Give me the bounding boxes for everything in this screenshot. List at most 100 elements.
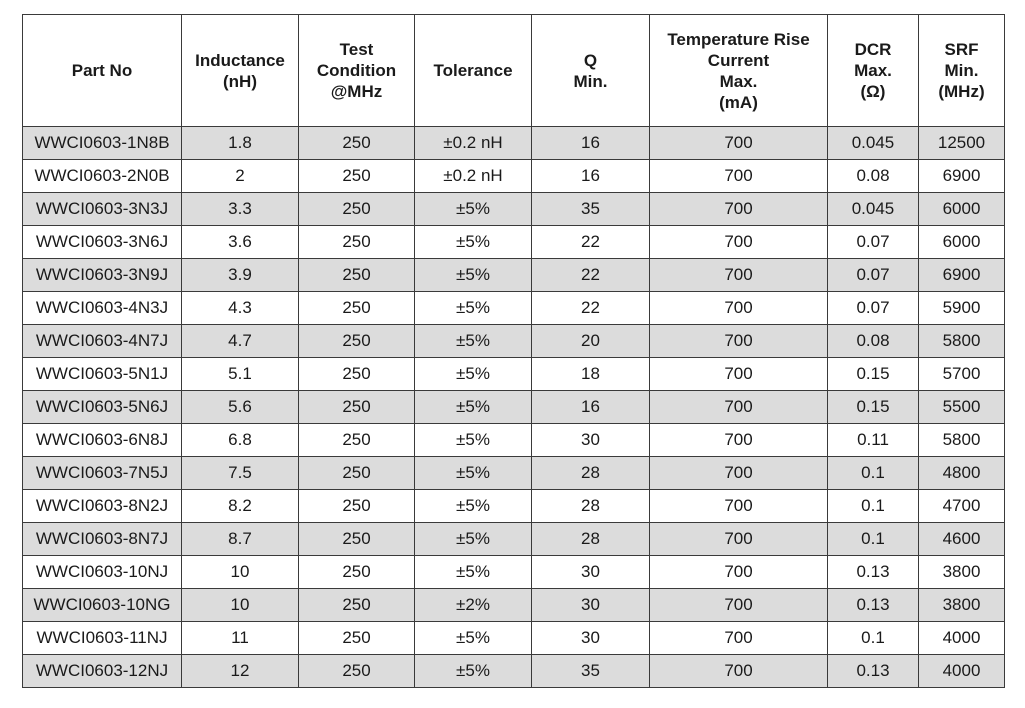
cell-test-condition: 250 <box>298 390 415 424</box>
table-row: WWCI0603-3N6J 3.6 250 ±5% 22 700 0.07 6000 <box>22 225 1005 259</box>
cell-q-min: 28 <box>531 489 650 523</box>
column-header-line: Max. <box>854 61 892 80</box>
cell-dcr-max: 0.1 <box>827 621 919 655</box>
cell-inductance: 5.1 <box>181 357 299 391</box>
column-header-line: Temperature Rise <box>667 29 810 49</box>
table-row: WWCI0603-10NJ 10 250 ±5% 30 700 0.13 3800 <box>22 555 1005 589</box>
cell-tolerance: ±2% <box>414 588 532 622</box>
cell-inductance: 8.2 <box>181 489 299 523</box>
column-header-line: Tolerance <box>433 61 513 80</box>
cell-dcr-max: 0.08 <box>827 324 919 358</box>
column-header-line: (nH) <box>223 71 257 91</box>
cell-part-no: WWCI0603-3N9J <box>22 258 182 292</box>
cell-temperature-rise-current: 700 <box>649 357 828 391</box>
table-row: WWCI0603-4N3J 4.3 250 ±5% 22 700 0.07 5900 <box>22 291 1005 325</box>
column-header-line: Q <box>583 50 598 70</box>
cell-tolerance: ±5% <box>414 423 532 457</box>
cell-dcr-max: 0.07 <box>827 225 919 259</box>
cell-dcr-max: 0.07 <box>827 291 919 325</box>
cell-inductance: 6.8 <box>181 423 299 457</box>
column-header-q-min: Q Min. <box>531 14 650 127</box>
cell-test-condition: 250 <box>298 555 415 589</box>
cell-test-condition: 250 <box>298 192 415 226</box>
cell-q-min: 18 <box>531 357 650 391</box>
table-row: WWCI0603-3N9J 3.9 250 ±5% 22 700 0.07 6900 <box>22 258 1005 292</box>
table-row: WWCI0603-3N3J 3.3 250 ±5% 35 700 0.045 6000 <box>22 192 1005 226</box>
cell-temperature-rise-current: 700 <box>649 390 828 424</box>
cell-srf-min: 5800 <box>918 324 1005 358</box>
cell-tolerance: ±5% <box>414 357 532 391</box>
cell-srf-min: 4000 <box>918 654 1005 688</box>
cell-q-min: 22 <box>531 258 650 292</box>
table-row: WWCI0603-8N7J 8.7 250 ±5% 28 700 0.1 4600 <box>22 522 1005 556</box>
cell-test-condition: 250 <box>298 258 415 292</box>
cell-tolerance: ±5% <box>414 225 532 259</box>
cell-q-min: 22 <box>531 291 650 325</box>
cell-test-condition: 250 <box>298 159 415 193</box>
cell-test-condition: 250 <box>298 423 415 457</box>
column-header-line: SRF <box>944 40 979 59</box>
cell-tolerance: ±5% <box>414 324 532 358</box>
cell-temperature-rise-current: 700 <box>649 654 828 688</box>
table-body: WWCI0603-1N8B 1.8 250 ±0.2 nH 16 700 0.045 1250… <box>22 126 1005 688</box>
cell-dcr-max: 0.1 <box>827 489 919 523</box>
cell-srf-min: 3800 <box>918 588 1005 622</box>
column-header-line: Test <box>339 40 374 59</box>
cell-inductance: 10 <box>181 555 299 589</box>
cell-part-no: WWCI0603-6N8J <box>22 423 182 457</box>
table-row: WWCI0603-11NJ 11 250 ±5% 30 700 0.1 4000 <box>22 621 1005 655</box>
cell-tolerance: ±0.2 nH <box>414 126 532 160</box>
cell-dcr-max: 0.11 <box>827 423 919 457</box>
cell-dcr-max: 0.045 <box>827 192 919 226</box>
cell-dcr-max: 0.13 <box>827 555 919 589</box>
cell-part-no: WWCI0603-7N5J <box>22 456 182 490</box>
cell-q-min: 16 <box>531 390 650 424</box>
cell-test-condition: 250 <box>298 522 415 556</box>
cell-srf-min: 5800 <box>918 423 1005 457</box>
cell-inductance: 8.7 <box>181 522 299 556</box>
cell-part-no: WWCI0603-1N8B <box>22 126 182 160</box>
cell-srf-min: 5500 <box>918 390 1005 424</box>
cell-temperature-rise-current: 700 <box>649 522 828 556</box>
cell-part-no: WWCI0603-8N7J <box>22 522 182 556</box>
cell-srf-min: 6900 <box>918 258 1005 292</box>
cell-tolerance: ±5% <box>414 291 532 325</box>
table-row: WWCI0603-10NG 10 250 ±2% 30 700 0.13 3800 <box>22 588 1005 622</box>
cell-temperature-rise-current: 700 <box>649 225 828 259</box>
cell-part-no: WWCI0603-3N3J <box>22 192 182 226</box>
cell-tolerance: ±5% <box>414 489 532 523</box>
column-header-line: DCR <box>854 40 892 59</box>
cell-temperature-rise-current: 700 <box>649 291 828 325</box>
cell-srf-min: 4600 <box>918 522 1005 556</box>
column-header-line: Current <box>707 50 770 70</box>
cell-tolerance: ±5% <box>414 192 532 226</box>
cell-inductance: 12 <box>181 654 299 688</box>
cell-srf-min: 4800 <box>918 456 1005 490</box>
cell-test-condition: 250 <box>298 489 415 523</box>
cell-srf-min: 4700 <box>918 489 1005 523</box>
cell-part-no: WWCI0603-8N2J <box>22 489 182 523</box>
cell-test-condition: 250 <box>298 588 415 622</box>
cell-dcr-max: 0.15 <box>827 390 919 424</box>
table-row: WWCI0603-7N5J 7.5 250 ±5% 28 700 0.1 4800 <box>22 456 1005 490</box>
cell-inductance: 3.9 <box>181 258 299 292</box>
cell-tolerance: ±5% <box>414 555 532 589</box>
table-row: WWCI0603-2N0B 2 250 ±0.2 nH 16 700 0.08 6900 <box>22 159 1005 193</box>
cell-temperature-rise-current: 700 <box>649 324 828 358</box>
cell-inductance: 4.3 <box>181 291 299 325</box>
cell-dcr-max: 0.07 <box>827 258 919 292</box>
cell-srf-min: 12500 <box>918 126 1005 160</box>
cell-inductance: 3.3 <box>181 192 299 226</box>
cell-q-min: 30 <box>531 588 650 622</box>
cell-q-min: 28 <box>531 522 650 556</box>
cell-inductance: 1.8 <box>181 126 299 160</box>
cell-q-min: 30 <box>531 555 650 589</box>
cell-test-condition: 250 <box>298 225 415 259</box>
cell-q-min: 30 <box>531 423 650 457</box>
cell-temperature-rise-current: 700 <box>649 159 828 193</box>
column-header-temperature-rise-current: Temperature Rise Current Max. (mA) <box>649 14 828 127</box>
table-row: WWCI0603-12NJ 12 250 ±5% 35 700 0.13 4000 <box>22 654 1005 688</box>
cell-part-no: WWCI0603-2N0B <box>22 159 182 193</box>
column-header-dcr-max: DCR Max. (Ω) <box>827 14 919 127</box>
cell-srf-min: 6900 <box>918 159 1005 193</box>
